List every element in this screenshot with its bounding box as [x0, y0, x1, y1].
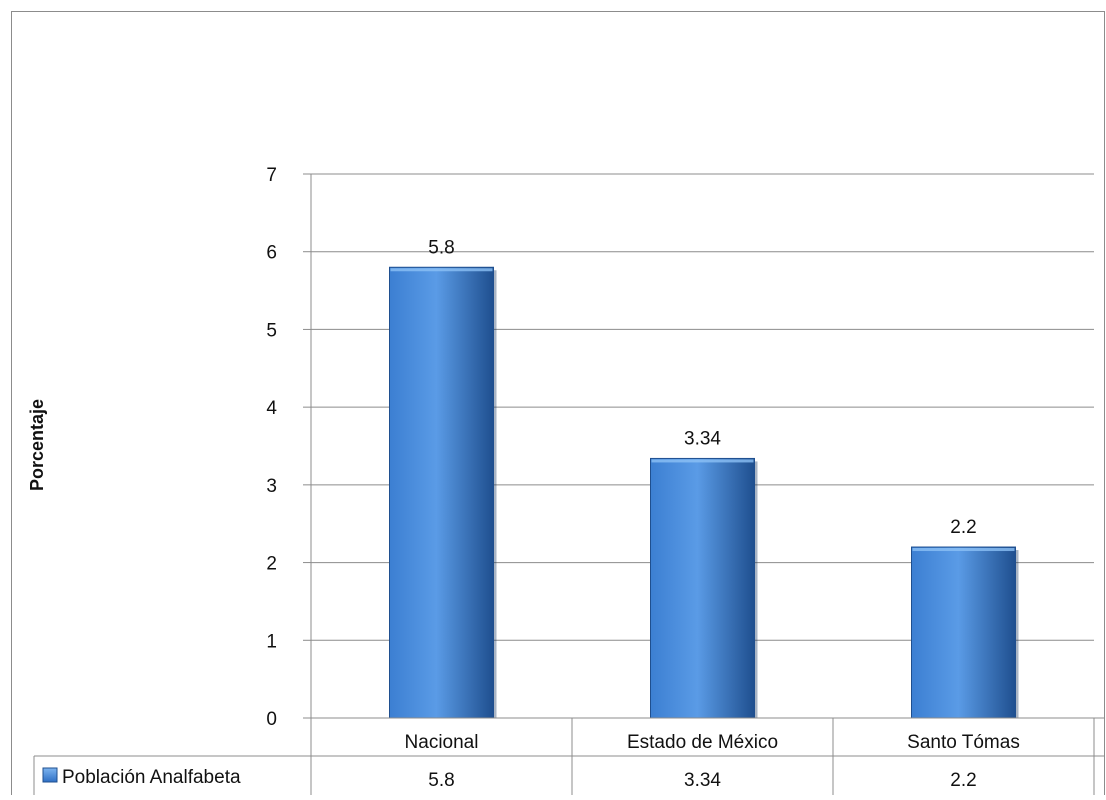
legend-label: Población Analfabeta — [62, 767, 241, 788]
bar — [911, 546, 1016, 719]
category-label: Nacional — [405, 732, 479, 753]
bars — [389, 266, 1019, 719]
bar — [650, 457, 755, 719]
y-tick-label: 7 — [266, 165, 277, 186]
table-value: 2.2 — [950, 770, 976, 791]
y-tick-label: 3 — [266, 476, 277, 497]
table-value: 5.8 — [428, 770, 454, 791]
y-axis-title: Porcentaje — [27, 399, 47, 491]
data-labels: 5.8 3.34 2.2 — [428, 237, 976, 538]
data-label: 2.2 — [950, 517, 976, 538]
data-table: Nacional Estado de México Santo Tómas Pobla… — [33, 717, 1105, 795]
category-label: Estado de México — [627, 732, 778, 753]
chart-frame — [11, 11, 1105, 800]
y-tick-label: 0 — [266, 709, 277, 730]
bar-highlight — [390, 268, 493, 272]
y-tick-label: 1 — [266, 631, 277, 652]
data-label: 3.34 — [684, 428, 721, 449]
y-tick-label: 2 — [266, 554, 277, 575]
y-axis-ticks: 0 1 2 3 4 5 6 7 — [266, 165, 311, 730]
bar-highlight — [912, 548, 1015, 552]
data-label: 5.8 — [428, 237, 454, 258]
y-tick-label: 4 — [266, 398, 277, 419]
y-tick-label: 6 — [266, 243, 277, 264]
bar-highlight — [651, 459, 754, 463]
legend-key — [42, 767, 58, 783]
category-label: Santo Tómas — [907, 732, 1020, 753]
bar — [389, 266, 494, 719]
y-tick-label: 5 — [266, 320, 277, 341]
table-value: 3.34 — [684, 770, 721, 791]
